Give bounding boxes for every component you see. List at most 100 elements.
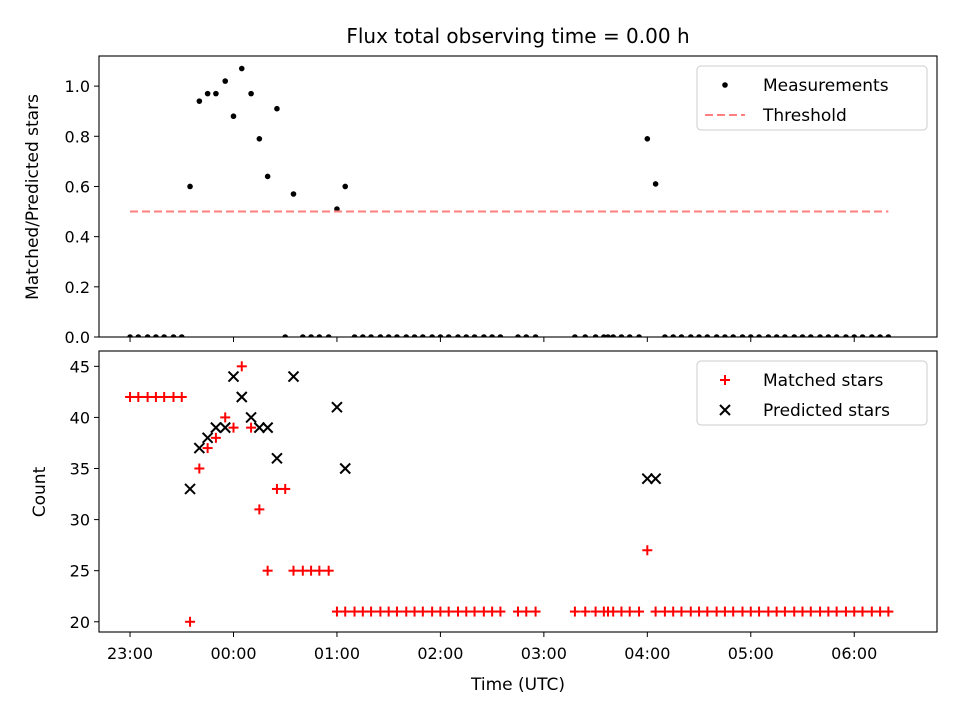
matched-stars-point bbox=[254, 504, 265, 515]
measurements-point bbox=[153, 334, 159, 337]
measurements-point bbox=[515, 334, 521, 337]
matched-stars-point bbox=[831, 606, 842, 617]
x-tick-label: 23:00 bbox=[107, 644, 153, 663]
x-tick-label: 02:00 bbox=[417, 644, 463, 663]
measurements-point bbox=[817, 334, 823, 337]
measurements-point bbox=[222, 78, 229, 84]
measurements-point bbox=[316, 334, 323, 337]
top-y-tick-label: 0.8 bbox=[65, 127, 90, 146]
matched-stars-point bbox=[210, 432, 221, 443]
measurements-point bbox=[851, 334, 858, 337]
measurements-point bbox=[377, 334, 384, 337]
measurements-point bbox=[420, 334, 426, 337]
measurements-point bbox=[601, 334, 607, 337]
measurements-point bbox=[437, 334, 444, 337]
matched-stars-point bbox=[288, 565, 299, 576]
matched-stars-point bbox=[728, 606, 739, 617]
measurements-point bbox=[204, 90, 211, 97]
x-tick-label: 05:00 bbox=[728, 644, 774, 663]
bottom-plot-area bbox=[125, 361, 894, 627]
measurements-point bbox=[807, 334, 814, 337]
measurements-point bbox=[213, 90, 219, 97]
measurements-point bbox=[791, 334, 798, 337]
measurements-point bbox=[385, 334, 392, 337]
measurements-point bbox=[290, 191, 297, 197]
matched-stars-point bbox=[676, 606, 687, 617]
matched-stars-point bbox=[624, 606, 635, 617]
measurements-point bbox=[843, 334, 849, 337]
matched-stars-point bbox=[202, 443, 213, 454]
measurements-point bbox=[765, 334, 772, 337]
bottom-plot-frame bbox=[98, 350, 938, 633]
top-y-tick-label: 1.0 bbox=[65, 77, 90, 96]
matched-stars-point bbox=[469, 606, 480, 617]
matched-stars-point bbox=[323, 565, 334, 576]
bottom-legend-box bbox=[696, 360, 928, 426]
matched-stars-point bbox=[634, 606, 645, 617]
matched-stars-point bbox=[185, 616, 196, 627]
chart-title: Flux total observing time = 0.00 h bbox=[346, 24, 689, 48]
top-legend-box bbox=[696, 65, 928, 131]
matched-stars-legend-label: Matched stars bbox=[763, 371, 883, 391]
top-legend: Measurements Threshold bbox=[696, 65, 928, 131]
measurements-point bbox=[833, 334, 840, 337]
top-plot-area bbox=[127, 65, 892, 337]
matched-stars-point bbox=[650, 606, 661, 617]
matched-stars-point bbox=[262, 565, 273, 576]
predicted-stars-point bbox=[227, 370, 240, 383]
top-y-tick-label: 0.0 bbox=[65, 328, 90, 347]
measurements-point bbox=[869, 334, 875, 337]
matched-stars-point bbox=[495, 606, 506, 617]
measurements-point bbox=[300, 334, 306, 337]
bottom-y-tick-label: 20 bbox=[70, 613, 90, 632]
top-y-tick-label: 0.4 bbox=[65, 228, 90, 247]
measurements-point bbox=[481, 334, 487, 337]
bottom-y-tick-label: 30 bbox=[70, 511, 90, 530]
measurements-point bbox=[722, 334, 728, 337]
measurements-point bbox=[662, 334, 668, 337]
measurements-point bbox=[885, 334, 892, 337]
measurements-point bbox=[592, 334, 599, 337]
measurements-point bbox=[626, 334, 633, 337]
x-tick-label: 03:00 bbox=[521, 644, 567, 663]
predicted-stars-point bbox=[641, 473, 654, 485]
matched-stars-point bbox=[521, 606, 532, 617]
measurements-point bbox=[411, 334, 418, 337]
measurements-point bbox=[187, 183, 193, 190]
predicted-stars-point bbox=[236, 391, 248, 403]
matched-stars-point bbox=[391, 606, 402, 617]
top-panel: 0.0 0.2 0.4 0.6 0.8 1.0 Measurements Threshold bbox=[65, 55, 938, 347]
measurements-point bbox=[463, 334, 470, 337]
top-y-tick-label: 0.2 bbox=[65, 278, 90, 297]
measurements-point bbox=[455, 334, 461, 337]
predicted-stars-point bbox=[210, 421, 222, 434]
measurements-point bbox=[351, 334, 358, 337]
predicted-stars-point bbox=[219, 421, 231, 434]
matched-stars-point bbox=[220, 412, 231, 423]
measurements-point bbox=[704, 334, 711, 337]
matched-stars-point bbox=[133, 391, 144, 402]
x-tick-label: 04:00 bbox=[624, 644, 670, 663]
predicted-stars-point bbox=[193, 442, 206, 454]
measurements-point bbox=[238, 65, 245, 72]
matched-stars-point bbox=[236, 361, 247, 372]
x-tick-label: 00:00 bbox=[210, 644, 256, 663]
measurements-point bbox=[825, 334, 832, 337]
bottom-y-tick-label: 35 bbox=[70, 460, 90, 479]
bottom-y-tick-label: 40 bbox=[70, 408, 90, 427]
measurements-point bbox=[368, 334, 374, 337]
bottom-y-tick-label: 25 bbox=[70, 562, 90, 581]
measurements-point bbox=[264, 173, 271, 180]
measurements-point bbox=[670, 334, 676, 337]
predicted-stars-point bbox=[245, 411, 257, 424]
measurements-point bbox=[610, 334, 616, 337]
bottom-y-tick-label: 45 bbox=[70, 357, 90, 376]
measurements-point bbox=[471, 334, 478, 337]
measurements-point bbox=[334, 206, 340, 212]
matched-stars-legend-marker bbox=[720, 375, 730, 385]
matched-stars-point bbox=[642, 545, 653, 556]
matched-stars-point bbox=[340, 606, 351, 617]
measurements-point bbox=[144, 334, 151, 337]
x-tick-label: 06:00 bbox=[831, 644, 877, 663]
measurements-point bbox=[644, 135, 651, 142]
